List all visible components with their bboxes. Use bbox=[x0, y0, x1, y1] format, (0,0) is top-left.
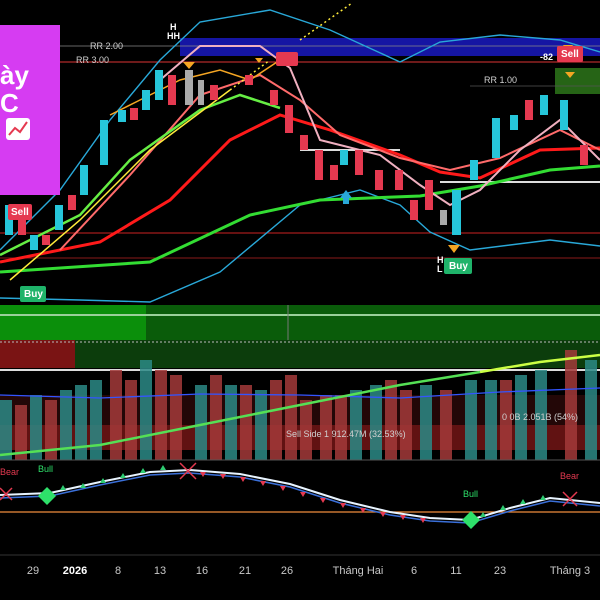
x-tick-label: 16 bbox=[196, 565, 208, 577]
trend-band bbox=[0, 305, 600, 345]
path-shape bbox=[340, 190, 352, 204]
buy-signal: Buy bbox=[449, 261, 468, 272]
bear-label: Bear bbox=[560, 471, 579, 481]
rect-shape bbox=[276, 52, 298, 66]
x-tick-label: 23 bbox=[494, 565, 506, 577]
polyline-shape bbox=[9, 89, 231, 281]
polyline-shape bbox=[109, 59, 281, 116]
price-label: -82 bbox=[540, 52, 553, 62]
swing-label: L bbox=[437, 264, 443, 274]
banner: ày C bbox=[0, 25, 60, 195]
rect-shape bbox=[0, 340, 75, 368]
sell-signal: Sell bbox=[561, 49, 579, 60]
x-tick-label: 26 bbox=[281, 565, 293, 577]
bull-label: Bull bbox=[38, 464, 53, 474]
path-shape bbox=[200, 472, 426, 523]
polyline-shape bbox=[299, 2, 353, 41]
x-axis: 29 2026 8 13 16 21 26 Tháng Hai 6 11 23 Tháng 3 bbox=[27, 565, 590, 577]
rr-label: RR 2.00 bbox=[90, 41, 123, 51]
rr-label: RR 3.00 bbox=[76, 55, 109, 65]
sell-signal: Sell bbox=[11, 207, 29, 218]
x-tick-label: 2026 bbox=[63, 565, 87, 577]
rect-shape bbox=[555, 68, 600, 94]
polyline-shape bbox=[0, 387, 600, 399]
polyline-shape bbox=[59, 73, 600, 251]
polyline-shape bbox=[0, 164, 600, 274]
buy-signal: Buy bbox=[24, 289, 43, 300]
rect-shape bbox=[0, 305, 146, 340]
polyline-shape bbox=[479, 353, 600, 374]
banner-text: C bbox=[0, 88, 19, 118]
volume-pane: Sell Side 1 912.47M (32.53%) 0 0B 2.051B… bbox=[0, 340, 600, 461]
x-tick-label: 8 bbox=[115, 565, 121, 577]
x-tick-label: 13 bbox=[154, 565, 166, 577]
x-tick-label: 29 bbox=[27, 565, 39, 577]
path-shape bbox=[0, 462, 578, 507]
x-tick-label: Tháng Hai bbox=[333, 565, 384, 577]
polyline-shape bbox=[0, 472, 600, 524]
swing-label: HH bbox=[167, 31, 180, 41]
x-tick-label: Tháng 3 bbox=[550, 565, 590, 577]
volume-label: 0 0B 2.051B (54%) bbox=[502, 412, 578, 422]
x-tick-label: 6 bbox=[411, 565, 417, 577]
rect-shape bbox=[8, 204, 32, 220]
rect-shape bbox=[6, 118, 30, 140]
rr-label: RR 1.00 bbox=[484, 75, 517, 85]
banner-text: ày bbox=[0, 60, 29, 90]
polyline-shape bbox=[0, 189, 600, 303]
x-tick-label: 11 bbox=[450, 565, 461, 577]
swing-label: H bbox=[170, 22, 177, 32]
main-pane bbox=[0, 2, 600, 303]
x-tick-label: 21 bbox=[239, 565, 251, 577]
polyline-shape bbox=[0, 93, 281, 257]
rect-shape bbox=[75, 340, 600, 368]
polyline-shape bbox=[8, 121, 28, 136]
rect-shape bbox=[20, 286, 46, 302]
main-labels: RR 2.00 RR 3.00 RR 1.00 H HH -82 H L Sel… bbox=[8, 22, 583, 302]
rect-shape bbox=[180, 38, 600, 56]
rect-shape bbox=[557, 46, 583, 62]
rect-shape bbox=[0, 25, 60, 195]
polyline-shape bbox=[0, 370, 481, 457]
oscillator-pane: Bear Bull Bull Bear bbox=[0, 462, 600, 529]
rect-shape bbox=[444, 258, 472, 274]
bull-label: Bull bbox=[463, 489, 478, 499]
swing-label: H bbox=[437, 255, 444, 265]
bear-label: Bear bbox=[0, 467, 19, 477]
volume-label: Sell Side 1 912.47M (32.53%) bbox=[286, 429, 406, 439]
